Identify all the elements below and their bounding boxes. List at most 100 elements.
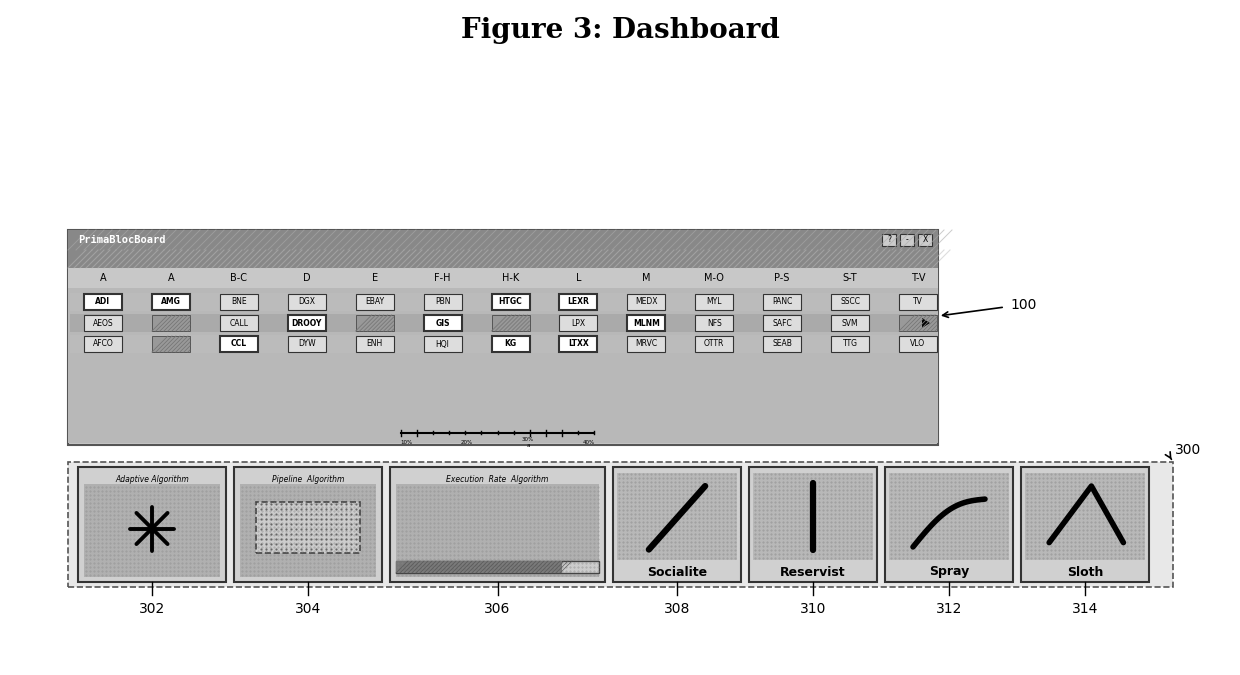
Text: MEDX: MEDX bbox=[635, 298, 657, 306]
Text: LPX: LPX bbox=[572, 319, 585, 327]
Bar bbox=[889, 473, 1009, 560]
Text: SSCC: SSCC bbox=[839, 298, 861, 306]
Bar bbox=[424, 336, 461, 352]
Text: DROOY: DROOY bbox=[291, 319, 322, 327]
Bar bbox=[899, 294, 937, 310]
Text: L: L bbox=[575, 273, 582, 283]
Bar bbox=[288, 336, 326, 352]
Bar bbox=[396, 484, 599, 577]
Text: ENH: ENH bbox=[367, 340, 383, 348]
Text: AEOS: AEOS bbox=[93, 319, 113, 327]
Text: B-C: B-C bbox=[231, 273, 247, 283]
Text: OTTR: OTTR bbox=[704, 340, 724, 348]
Bar bbox=[763, 336, 801, 352]
Bar bbox=[831, 336, 869, 352]
Text: PrimaBlocBoard: PrimaBlocBoard bbox=[78, 235, 165, 245]
Text: X: X bbox=[923, 236, 928, 244]
Bar bbox=[627, 336, 666, 352]
Text: 312: 312 bbox=[936, 602, 962, 616]
Text: MLNM: MLNM bbox=[632, 319, 660, 327]
Bar bbox=[78, 467, 226, 582]
Text: M: M bbox=[642, 273, 651, 283]
Bar bbox=[288, 315, 326, 331]
Bar bbox=[84, 294, 122, 310]
Text: 20%: 20% bbox=[461, 440, 474, 446]
Text: LEXR: LEXR bbox=[568, 298, 589, 306]
Text: DGX: DGX bbox=[299, 298, 315, 306]
Bar bbox=[356, 294, 393, 310]
Text: GIS: GIS bbox=[435, 319, 450, 327]
Text: MRVC: MRVC bbox=[635, 340, 657, 348]
Bar bbox=[831, 294, 869, 310]
Bar bbox=[900, 234, 914, 246]
Bar bbox=[241, 484, 376, 577]
Text: SVM: SVM bbox=[842, 319, 858, 327]
Text: 306: 306 bbox=[485, 602, 511, 616]
Text: 308: 308 bbox=[663, 602, 691, 616]
Bar bbox=[84, 315, 122, 331]
Bar bbox=[491, 336, 529, 352]
Bar bbox=[68, 268, 937, 288]
Bar bbox=[68, 250, 937, 268]
Bar bbox=[696, 336, 733, 352]
Bar bbox=[696, 294, 733, 310]
Text: M-O: M-O bbox=[704, 273, 724, 283]
Text: SAFC: SAFC bbox=[773, 319, 792, 327]
Text: A: A bbox=[167, 273, 175, 283]
Bar bbox=[356, 336, 393, 352]
Bar bbox=[153, 294, 190, 310]
Polygon shape bbox=[923, 318, 930, 328]
Bar bbox=[763, 315, 801, 331]
Bar bbox=[899, 315, 937, 331]
Bar bbox=[559, 336, 598, 352]
Text: 30%
a: 30% a bbox=[522, 437, 534, 448]
Text: 300: 300 bbox=[1176, 443, 1202, 457]
Bar bbox=[68, 288, 937, 443]
Text: Socialite: Socialite bbox=[647, 566, 707, 578]
Text: ADI: ADI bbox=[95, 298, 110, 306]
Text: ?: ? bbox=[887, 236, 892, 244]
Bar bbox=[68, 230, 937, 250]
Text: AFCO: AFCO bbox=[93, 340, 113, 348]
Text: 10%: 10% bbox=[401, 440, 412, 446]
Text: 100: 100 bbox=[1011, 298, 1037, 312]
Bar bbox=[882, 234, 897, 246]
Bar bbox=[219, 336, 258, 352]
Text: VLO: VLO bbox=[910, 340, 925, 348]
Bar bbox=[424, 315, 461, 331]
Text: Adaptive Algorithm: Adaptive Algorithm bbox=[115, 475, 188, 485]
Bar bbox=[257, 502, 360, 554]
Text: A: A bbox=[99, 273, 107, 283]
Bar bbox=[234, 467, 382, 582]
Text: EBAY: EBAY bbox=[365, 298, 384, 306]
Bar bbox=[491, 315, 529, 331]
Bar bbox=[396, 561, 599, 573]
Bar bbox=[69, 314, 936, 332]
Bar bbox=[288, 294, 326, 310]
Text: CCL: CCL bbox=[231, 340, 247, 348]
Text: Execution  Rate  Algorithm: Execution Rate Algorithm bbox=[446, 475, 548, 485]
Bar bbox=[491, 294, 529, 310]
Text: SEAB: SEAB bbox=[773, 340, 792, 348]
Bar bbox=[84, 336, 122, 352]
Bar bbox=[391, 467, 605, 582]
Bar bbox=[153, 315, 190, 331]
Bar bbox=[831, 315, 869, 331]
Text: T-V: T-V bbox=[910, 273, 925, 283]
Bar bbox=[885, 467, 1013, 582]
Bar bbox=[559, 294, 598, 310]
Text: PBN: PBN bbox=[435, 298, 450, 306]
Text: P-S: P-S bbox=[775, 273, 790, 283]
Text: AMG: AMG bbox=[161, 298, 181, 306]
Bar bbox=[424, 294, 461, 310]
Text: D: D bbox=[303, 273, 310, 283]
Text: Pipeline  Algorithm: Pipeline Algorithm bbox=[272, 475, 345, 485]
Text: TTG: TTG bbox=[843, 340, 858, 348]
Bar bbox=[749, 467, 877, 582]
Text: CALL: CALL bbox=[229, 319, 248, 327]
Text: NFS: NFS bbox=[707, 319, 722, 327]
Bar bbox=[1021, 467, 1149, 582]
Bar bbox=[68, 230, 937, 445]
Text: HTGC: HTGC bbox=[498, 298, 522, 306]
Text: E: E bbox=[372, 273, 378, 283]
